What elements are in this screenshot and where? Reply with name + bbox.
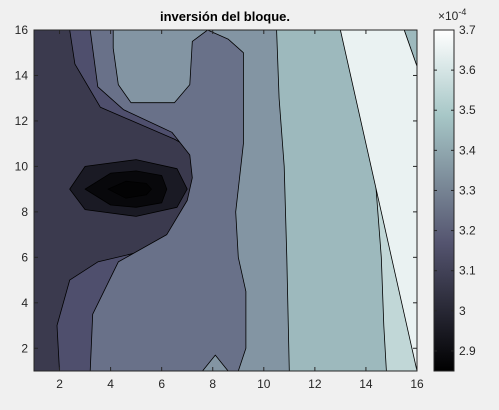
y-tick-label: 12	[15, 114, 29, 128]
y-tick-label: 10	[15, 159, 29, 173]
colorbar-tick-label: 3	[459, 304, 466, 318]
colorbar-tick-label: 3.1	[459, 264, 476, 278]
colorbar-scale	[433, 29, 455, 372]
y-tick-label: 2	[21, 341, 28, 355]
x-tick-label: 16	[410, 377, 424, 391]
x-axis: 2 4 6 8 10 12 14 16	[56, 30, 424, 391]
plot-area	[33, 29, 418, 372]
x-tick-label: 8	[209, 377, 216, 391]
contour-region-x-band-3.6-3.7	[339, 30, 417, 371]
colorbar-tick-label: 3.5	[459, 103, 476, 117]
colorbar-exponent: ×10-4	[438, 7, 466, 23]
x-tick-label: 10	[257, 377, 271, 391]
y-tick-label: 4	[21, 296, 28, 310]
colorbar-tick-label: 3.2	[459, 224, 476, 238]
colorbar-exponent-power: -4	[458, 7, 466, 17]
x-tick-label: 4	[107, 377, 114, 391]
x-tick-label: 14	[359, 377, 373, 391]
colorbar-tick-label: 3.6	[459, 63, 476, 77]
y-tick-label: 14	[15, 68, 29, 82]
x-tick-label: 6	[158, 377, 165, 391]
chart-title: inversión del bloque.	[160, 9, 290, 24]
colorbar-tick-label: 3.4	[459, 143, 476, 157]
contour-region-bottom-pocket	[202, 354, 229, 371]
x-tick-label: 2	[56, 377, 63, 391]
contour-region-core	[107, 180, 152, 199]
x-tick-label: 12	[308, 377, 322, 391]
y-tick-label: 16	[15, 23, 29, 37]
colorbar: 2.9 3 3.1 3.2 3.3 3.4 3.5 3.6 3.7 ×10-4	[433, 7, 476, 372]
contour-regions	[56, 30, 417, 371]
contour-region-top-stem-3.3-3.4	[112, 30, 209, 104]
y-tick-label: 8	[21, 205, 28, 219]
colorbar-tick-label: 3.7	[459, 23, 476, 37]
colorbar-tick-label: 3.3	[459, 183, 476, 197]
colorbar-exponent-base: ×10	[438, 9, 459, 23]
y-tick-label: 6	[21, 250, 28, 264]
plot-frame	[33, 29, 418, 372]
colorbar-tick-label: 2.9	[459, 344, 476, 358]
y-axis: 2 4 6 8 10 12 14 16	[15, 23, 417, 355]
colorbar-ticks: 2.9 3 3.1 3.2 3.3 3.4 3.5 3.6 3.7	[434, 23, 476, 358]
